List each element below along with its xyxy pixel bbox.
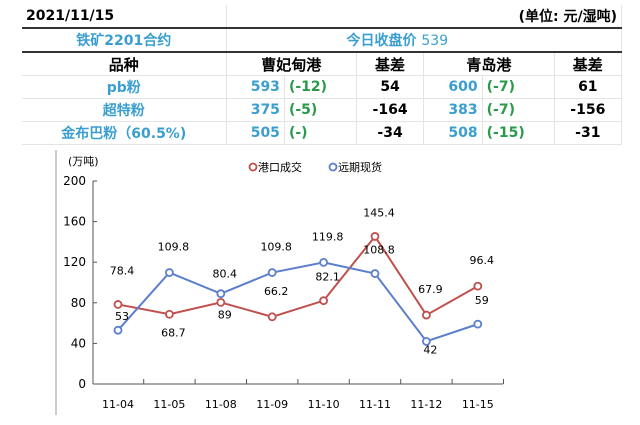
data-point: [473, 281, 483, 291]
legend-marker: [248, 162, 258, 172]
cell-cfd: 505: [226, 121, 285, 145]
date: 2021/11/15: [22, 5, 227, 28]
legend-marker: [328, 162, 338, 172]
y-tick-label: 160: [63, 215, 86, 229]
x-tick-label: 11-10: [308, 398, 340, 411]
unit: (单位: 元/湿吨): [226, 5, 622, 28]
data-label: 89: [218, 309, 232, 322]
legend-label: 港口成交: [258, 160, 302, 174]
data-point: [370, 232, 380, 241]
legend-label: 远期现货: [338, 160, 382, 174]
data-point: [319, 296, 329, 306]
data-point: [164, 268, 174, 277]
y-tick-label: 40: [71, 336, 86, 350]
cell-cfd: 375: [226, 98, 285, 122]
data-label: 59: [475, 294, 489, 307]
x-tick-label: 11-04: [102, 398, 134, 411]
header-cfd: 曹妃甸港: [226, 52, 357, 76]
cell-qd: 383: [423, 98, 483, 122]
data-point: [113, 325, 123, 335]
data-point: [319, 258, 329, 267]
table-row: 超特粉 375 (-5) -164 383 (-7) -156: [22, 98, 623, 122]
header-qd: 青岛港: [423, 52, 555, 76]
data-label: 109.8: [260, 241, 292, 254]
cell-qd_chg: (-7): [482, 75, 555, 99]
data-point: [216, 297, 226, 307]
cell-cfd_chg: (-): [284, 121, 357, 145]
y-tick-label: 120: [63, 255, 86, 269]
y-tick-label: 200: [63, 174, 86, 188]
cell-name: pb粉: [22, 75, 227, 99]
header-basis: 基差: [356, 52, 425, 76]
x-tick-label: 11-15: [462, 398, 494, 411]
cell-qd_basis: -156: [554, 98, 623, 122]
x-tick-label: 11-11: [359, 398, 391, 411]
cell-cfd_basis: -34: [356, 121, 425, 145]
cell-qd_basis: -31: [554, 121, 623, 145]
data-point: [113, 300, 123, 309]
data-point: [267, 268, 277, 277]
data-label: 42: [423, 343, 437, 356]
cell-name: 超特粉: [22, 98, 227, 122]
close-label: 今日收盘价: [346, 33, 417, 49]
close-value: 539: [421, 33, 449, 49]
cell-cfd: 593: [226, 75, 285, 99]
cell-name: 金布巴粉（60.5%): [22, 121, 227, 145]
data-label: 67.9: [418, 283, 443, 296]
x-tick-label: 11-08: [205, 398, 237, 411]
x-tick-label: 11-05: [153, 398, 185, 411]
cell-cfd_basis: 54: [356, 75, 425, 99]
series-line-1: [117, 261, 479, 343]
header-basis: 基差: [554, 52, 623, 76]
x-tick-label: 11-09: [256, 398, 288, 411]
data-point: [267, 312, 277, 322]
series-line-0: [117, 234, 479, 318]
cell-qd_basis: 61: [554, 75, 623, 99]
cell-cfd_chg: (-12): [284, 75, 357, 99]
contract: 铁矿2201合约: [22, 28, 227, 52]
y-tick-label: 80: [71, 296, 86, 310]
data-label: 109.8: [158, 241, 190, 254]
header-variety: 品种: [22, 52, 227, 76]
table-row: pb粉 593 (-12) 54 600 (-7) 61: [22, 75, 623, 99]
data-label: 108.8: [363, 244, 395, 257]
data-point: [473, 319, 483, 329]
cell-qd_chg: (-7): [482, 98, 555, 122]
data-label: 66.2: [264, 285, 289, 298]
data-label: 145.4: [363, 206, 395, 219]
cell-qd: 600: [423, 75, 483, 99]
data-label: 96.4: [470, 254, 495, 267]
data-point: [421, 336, 431, 346]
data-point: [421, 310, 431, 320]
line-chart: (万吨) 0 40 80 120 160 200 11-04 11-05 11-08 11-09 11…: [55, 150, 504, 415]
data-point: [216, 289, 226, 299]
cell-cfd_basis: -164: [356, 98, 425, 122]
data-label: 53: [115, 310, 129, 323]
data-label: 68.7: [161, 326, 186, 339]
data-label: 80.4: [213, 267, 238, 280]
cell-qd: 508: [423, 121, 483, 145]
table-row: 金布巴粉（60.5%) 505 (-) -34 508 (-15) -31: [22, 121, 623, 145]
price-table: 2021/11/15 (单位: 元/湿吨) 铁矿2201合约 今日收盘价 539 品…: [22, 5, 623, 145]
y-tick-label: 0: [78, 377, 86, 391]
data-point: [370, 269, 380, 278]
cell-qd_chg: (-15): [482, 121, 555, 145]
cell-cfd_chg: (-5): [284, 98, 357, 122]
data-point: [164, 309, 174, 319]
y-axis-label: (万吨): [68, 155, 99, 168]
x-tick-label: 11-12: [410, 398, 442, 411]
data-label: 78.4: [110, 264, 135, 277]
data-label: 82.1: [315, 271, 340, 284]
data-label: 119.8: [312, 230, 344, 243]
